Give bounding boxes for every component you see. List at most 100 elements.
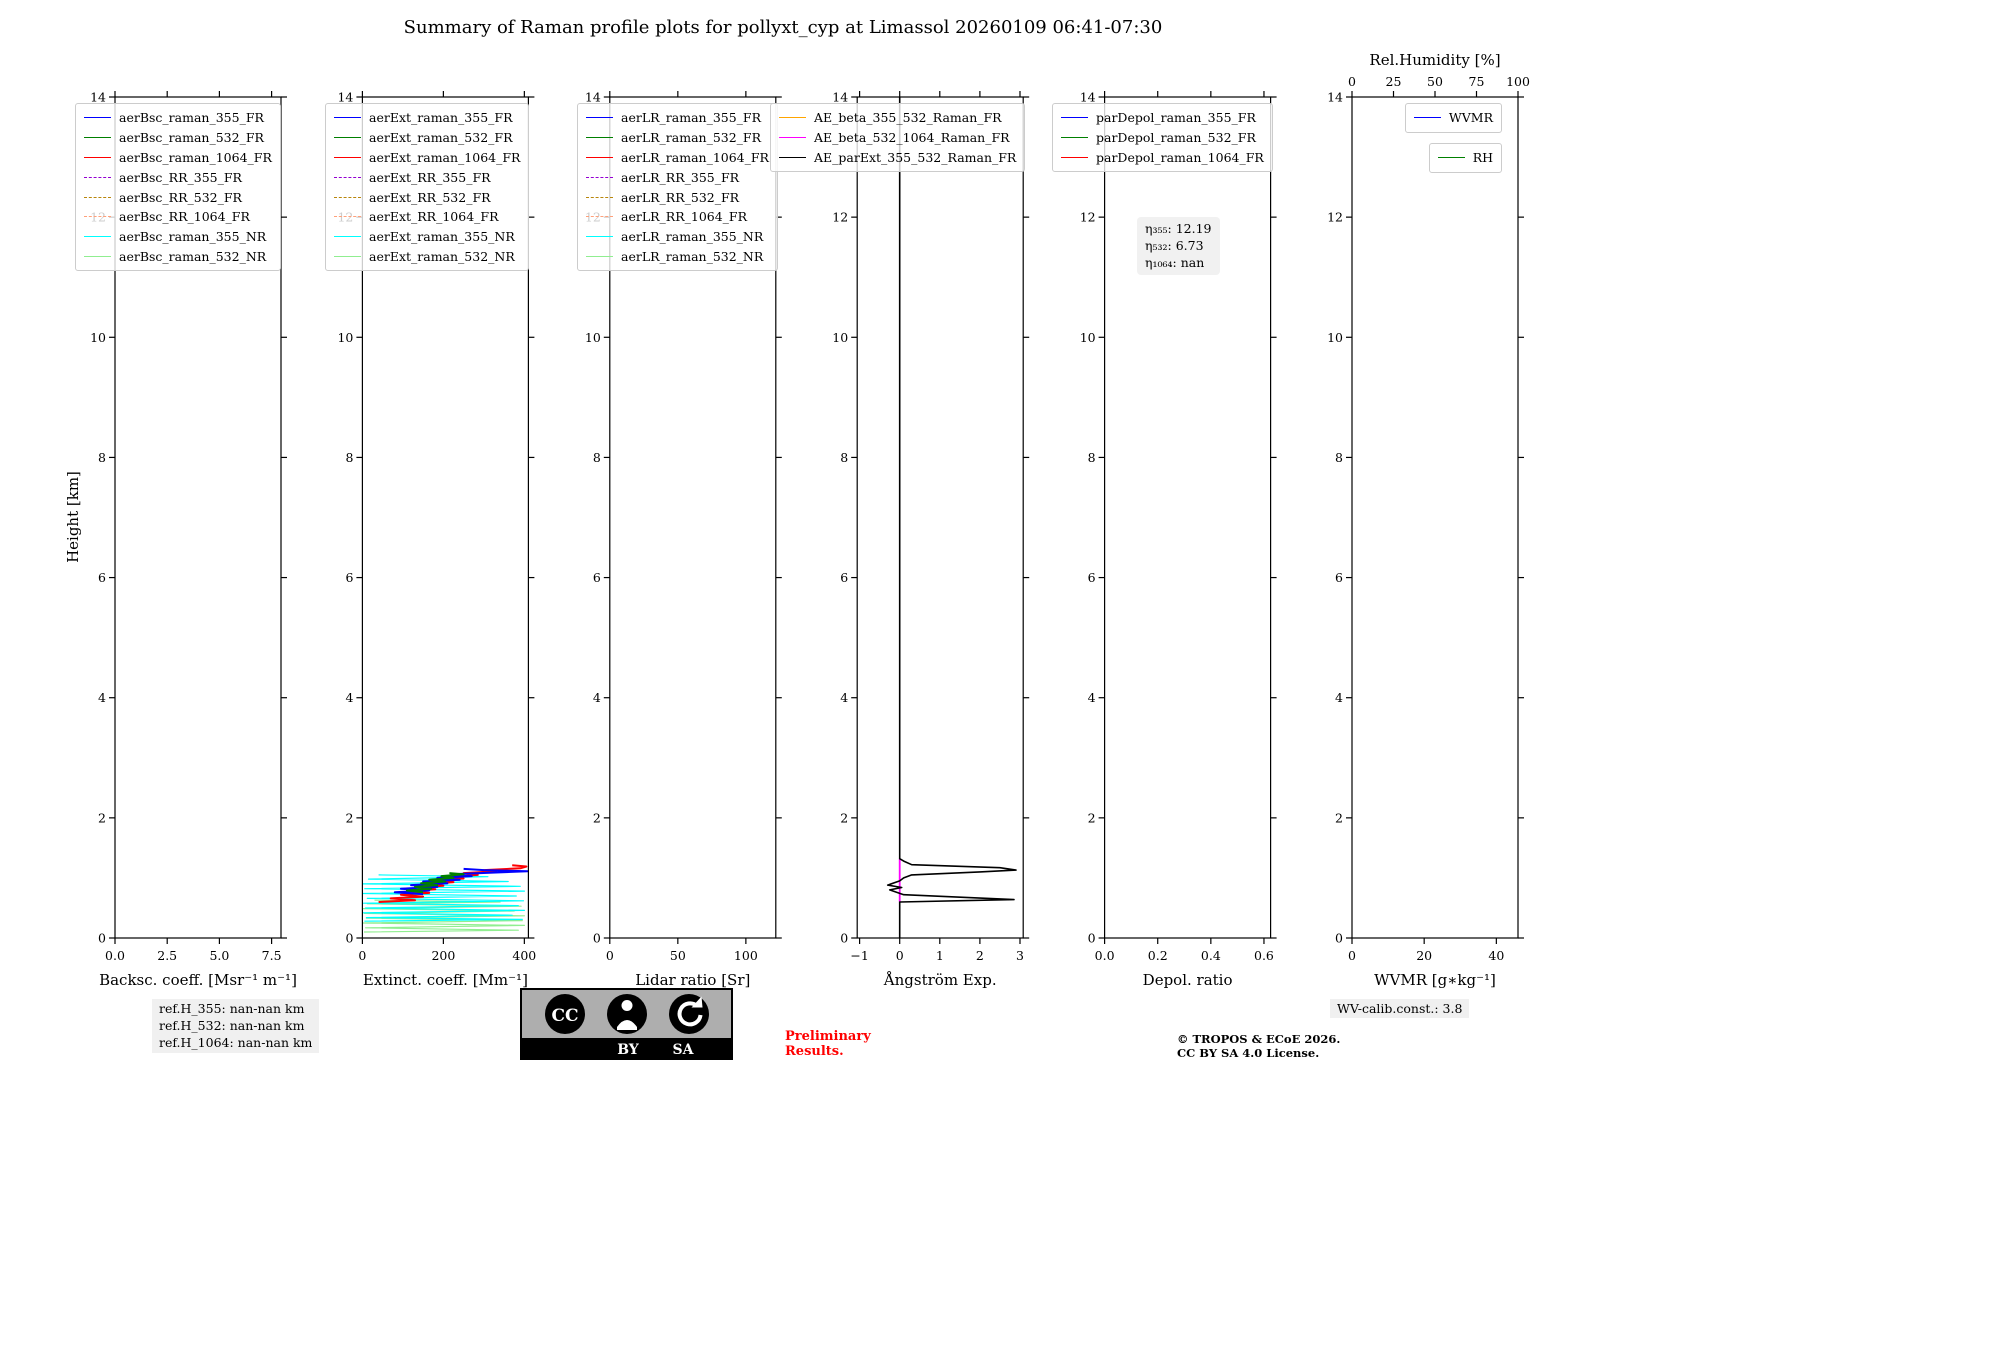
- y-tick-label: 10: [90, 330, 106, 345]
- by-person-icon: [607, 994, 647, 1034]
- y-tick-label: 10: [1327, 330, 1343, 345]
- y-tick-label: 4: [1335, 690, 1343, 705]
- plot-frame: [1351, 96, 1519, 939]
- copyright-note: © TROPOS & ECoE 2026. CC BY SA 4.0 Licen…: [1177, 1032, 1341, 1060]
- x-axis-label: WVMR [g∗kg⁻¹]: [1374, 971, 1496, 989]
- y-tick-label: 8: [1088, 450, 1096, 465]
- panel-angstroem-series: [886, 97, 1017, 938]
- panel-backscatter: 0 2 4 6 8 10 12 14 0.0 2.5 5.0 7.5 Backsc. coeff. [M…: [90, 90, 297, 990]
- top-tick-label: 75: [1469, 74, 1485, 89]
- y-tick-label: 8: [840, 450, 848, 465]
- x-tick-label: 1: [936, 948, 944, 963]
- cc-logo-icon: CC: [545, 994, 585, 1034]
- plot-frame: [609, 96, 777, 939]
- x-tick-label: 2.5: [157, 948, 177, 963]
- y-tick-label: 8: [98, 450, 106, 465]
- y-tick-label: 6: [345, 570, 353, 585]
- cc-badge-band: [521, 1038, 732, 1059]
- y-tick-label: 2: [593, 810, 601, 825]
- x-axis-label: Ångström Exp.: [883, 971, 997, 989]
- y-tick-label: 2: [840, 810, 848, 825]
- y-tick-label: 12: [832, 210, 848, 225]
- panel-extinction: 0 2 4 6 8 10 12 14 0 200 400 Extinct. coeff. [Mm⁻¹]: [337, 90, 536, 990]
- x-tick-label: 50: [670, 948, 686, 963]
- y-tick-label: 2: [1335, 810, 1343, 825]
- panel-wvmr: 0 2 4 6 8 10 12 14 0 20 40 WVMR [g∗kg⁻¹] 0 25 50 75 100 R…: [1327, 51, 1530, 989]
- top-tick-label: 0: [1348, 74, 1356, 89]
- x-tick-label: 0.6: [1254, 948, 1274, 963]
- x-tick-label: 5.0: [209, 948, 229, 963]
- y-tick-label: 0: [1088, 931, 1096, 946]
- top-tick-label: 50: [1427, 74, 1443, 89]
- y-tick-label: 12: [1327, 210, 1343, 225]
- cc-by-sa-badge: CC BY SA: [520, 988, 733, 1060]
- y-tick-label: 12: [337, 210, 353, 225]
- series-aerExt_raman_355_NR: [362, 874, 526, 922]
- x-tick-label: 0.4: [1201, 948, 1221, 963]
- x-tick-label: 3: [1016, 948, 1024, 963]
- top-tick-label: 25: [1386, 74, 1402, 89]
- y-tick-label: 6: [98, 570, 106, 585]
- x-tick-label: −1: [850, 948, 868, 963]
- y-tick-label: 14: [1327, 90, 1343, 105]
- ref-height-532: ref.H_532: nan-nan km: [159, 1017, 305, 1033]
- plot-frame: [1103, 96, 1272, 939]
- panel-depol: 0 2 4 6 8 10 12 14 0.0 0.2 0.4 0.6 Depol. ratio: [1080, 90, 1277, 989]
- top-axis-label: Rel.Humidity [%]: [1369, 51, 1500, 69]
- x-tick-label: 2: [976, 948, 984, 963]
- wv-calib-const: WV-calib.const.: 3.8: [1330, 999, 1470, 1018]
- copyright-line1: © TROPOS & ECoE 2026.: [1177, 1032, 1341, 1046]
- y-tick-label: 12: [585, 210, 601, 225]
- y-tick-label: 4: [840, 690, 848, 705]
- y-tick-label: 14: [832, 90, 848, 105]
- y-tick-label: 2: [1088, 810, 1096, 825]
- preliminary-note: Preliminary Results.: [785, 1029, 871, 1059]
- plot-frame: [361, 96, 529, 939]
- y-tick-label: 10: [1080, 330, 1096, 345]
- x-tick-label: 0: [606, 948, 614, 963]
- y-tick-label: 8: [345, 450, 353, 465]
- sa-arrow-icon: [669, 994, 709, 1034]
- y-tick-label: 0: [98, 931, 106, 946]
- y-axis-label: Height [km]: [64, 471, 82, 563]
- y-tick-label: 8: [1335, 450, 1343, 465]
- y-tick-label: 0: [593, 931, 601, 946]
- y-tick-label: 4: [98, 690, 106, 705]
- y-tick-label: 6: [1335, 570, 1343, 585]
- ref-height-355: ref.H_355: nan-nan km: [159, 1001, 305, 1016]
- y-tick-label: 12: [90, 210, 106, 225]
- x-tick-label: 20: [1416, 948, 1432, 963]
- series-AE_parExt_355_532_Raman_FR: [886, 97, 1017, 938]
- panel-lidar-ratio: 0 2 4 6 8 10 12 14 0 50 100 Lidar ratio [Sr]: [585, 90, 782, 989]
- y-tick-label: 6: [1088, 570, 1096, 585]
- reference-heights-box: ref.H_355: nan-nan km ref.H_532: nan-nan…: [152, 999, 320, 1054]
- x-axis-label: Backsc. coeff. [Msr⁻¹ m⁻¹]: [99, 971, 297, 989]
- y-tick-label: 0: [840, 931, 848, 946]
- x-axis-label: Extinct. coeff. [Mm⁻¹]: [363, 971, 528, 989]
- x-tick-label: 7.5: [262, 948, 282, 963]
- figure-title: Summary of Raman profile plots for polly…: [403, 17, 1163, 38]
- top-tick-label: 100: [1506, 74, 1530, 89]
- y-tick-label: 4: [593, 690, 601, 705]
- y-tick-label: 0: [1335, 931, 1343, 946]
- x-axis-label: Depol. ratio: [1143, 971, 1233, 989]
- y-tick-label: 14: [585, 90, 601, 105]
- x-tick-label: 0: [896, 948, 904, 963]
- y-tick-label: 2: [345, 810, 353, 825]
- y-tick-label: 10: [832, 330, 848, 345]
- x-tick-label: 40: [1488, 948, 1504, 963]
- y-tick-label: 10: [337, 330, 353, 345]
- y-tick-label: 4: [345, 690, 353, 705]
- x-tick-label: 0: [1348, 948, 1356, 963]
- y-tick-label: 14: [337, 90, 353, 105]
- y-tick-label: 8: [593, 450, 601, 465]
- cc-text: CC: [551, 1006, 578, 1026]
- panel-extinction-series: [362, 864, 529, 933]
- y-tick-label: 2: [98, 810, 106, 825]
- plot-frame: [856, 96, 1024, 939]
- preliminary-line1: Preliminary: [785, 1029, 871, 1044]
- y-tick-label: 6: [840, 570, 848, 585]
- x-axis-label: Lidar ratio [Sr]: [635, 971, 750, 989]
- y-tick-label: 6: [593, 570, 601, 585]
